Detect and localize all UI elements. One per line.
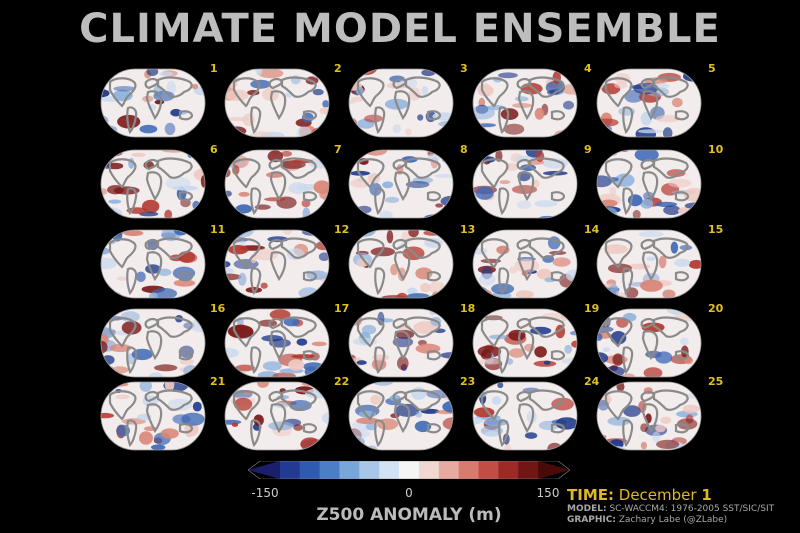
ensemble-member-map <box>596 68 702 138</box>
member-number-label: 10 <box>708 143 724 156</box>
colorbar-mid-label: 0 <box>405 486 413 500</box>
member-number-label: 21 <box>210 375 226 388</box>
colorbar <box>248 461 570 479</box>
ensemble-member-map <box>100 68 206 138</box>
member-number-label: 9 <box>584 143 592 156</box>
info-panel: TIME: December 1 MODEL: SC-WACCM4: 1976-… <box>567 487 800 526</box>
colorbar-swatch <box>518 461 539 479</box>
colorbar-swatch <box>418 461 440 479</box>
colorbar-swatch <box>379 461 400 479</box>
ensemble-member-map <box>472 68 578 138</box>
colorbar-swatch <box>458 461 480 479</box>
ensemble-member-map <box>596 149 702 219</box>
ensemble-member-map <box>100 149 206 219</box>
colorbar-title: Z500 ANOMALY (m) <box>316 505 502 525</box>
member-number-label: 7 <box>334 143 342 156</box>
member-number-label: 16 <box>210 302 226 315</box>
member-number-label: 17 <box>334 302 350 315</box>
ensemble-member-map <box>100 229 206 299</box>
colorbar-swatch <box>248 461 280 479</box>
ensemble-member-map <box>100 381 206 451</box>
time-line: TIME: December 1 <box>567 487 800 504</box>
graphic-value: Zachary Labe (@ZLabe) <box>618 515 728 525</box>
colorbar-min-label: -150 <box>251 486 279 500</box>
member-number-label: 20 <box>708 302 724 315</box>
ensemble-member-map <box>472 149 578 219</box>
member-number-label: 5 <box>708 62 716 75</box>
ensemble-member-map <box>224 381 330 451</box>
page-title: CLIMATE MODEL ENSEMBLE <box>79 6 721 52</box>
member-number-label: 19 <box>584 302 600 315</box>
colorbar-swatch <box>538 461 570 479</box>
member-number-label: 3 <box>460 62 468 75</box>
colorbar-swatch <box>319 461 340 479</box>
member-number-label: 15 <box>708 223 724 236</box>
ensemble-member-map <box>100 308 206 378</box>
ensemble-member-map <box>348 381 454 451</box>
colorbar-swatch <box>438 461 460 479</box>
colorbar-swatch <box>399 461 420 479</box>
member-number-label: 8 <box>460 143 468 156</box>
member-number-label: 25 <box>708 375 724 388</box>
ensemble-member-map <box>472 229 578 299</box>
ensemble-member-map <box>224 229 330 299</box>
graphic-key: GRAPHIC: <box>567 515 616 525</box>
colorbar-swatch <box>498 461 519 479</box>
member-number-label: 12 <box>334 223 350 236</box>
ensemble-member-map <box>596 308 702 378</box>
model-key: MODEL: <box>567 504 607 514</box>
ensemble-member-map <box>224 68 330 138</box>
model-value: SC-WACCM4: 1976-2005 SST/SIC/SIT <box>609 504 775 514</box>
member-number-label: 11 <box>210 223 226 236</box>
time-key: TIME: <box>567 486 614 504</box>
member-number-label: 18 <box>460 302 476 315</box>
colorbar-swatch <box>478 461 499 479</box>
member-number-label: 24 <box>584 375 600 388</box>
ensemble-member-map <box>596 381 702 451</box>
member-number-label: 22 <box>334 375 350 388</box>
member-number-label: 2 <box>334 62 342 75</box>
colorbar-max-label: 150 <box>536 486 560 500</box>
ensemble-member-map <box>472 308 578 378</box>
ensemble-member-map <box>348 68 454 138</box>
time-value: December <box>618 486 697 504</box>
ensemble-member-map <box>472 381 578 451</box>
ensemble-member-map <box>348 308 454 378</box>
ensemble-member-map <box>596 229 702 299</box>
model-line: MODEL: SC-WACCM4: 1976-2005 SST/SIC/SIT <box>567 504 800 515</box>
ensemble-member-map <box>224 149 330 219</box>
graphic-line: GRAPHIC: Zachary Labe (@ZLabe) <box>567 515 800 526</box>
member-number-label: 6 <box>210 143 218 156</box>
colorbar-swatch <box>359 461 380 479</box>
member-number-label: 23 <box>460 375 476 388</box>
colorbar-swatch <box>279 461 301 479</box>
ensemble-member-map <box>348 229 454 299</box>
colorbar-swatch <box>299 461 321 479</box>
member-number-label: 13 <box>460 223 476 236</box>
member-number-label: 1 <box>210 62 218 75</box>
ensemble-member-map <box>224 308 330 378</box>
time-day: 1 <box>701 486 712 504</box>
ensemble-member-map <box>348 149 454 219</box>
colorbar-swatch <box>339 461 360 479</box>
member-number-label: 14 <box>584 223 600 236</box>
member-number-label: 4 <box>584 62 592 75</box>
